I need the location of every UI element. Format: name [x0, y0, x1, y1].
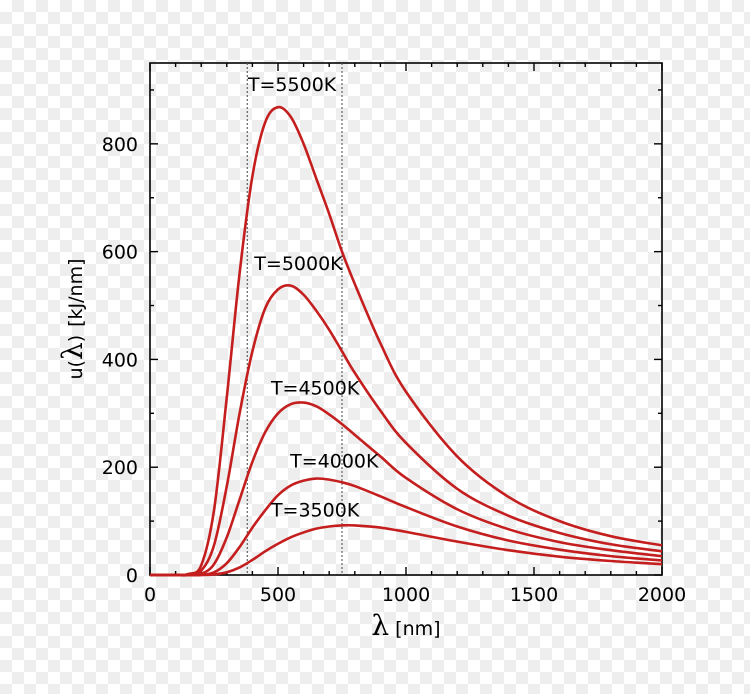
y-axis-symbol: λ — [56, 342, 89, 360]
y-axis-title: u(λ) [kJ/nm] — [56, 258, 89, 379]
x-tick-label: 1500 — [510, 584, 558, 606]
series-curves — [149, 105, 663, 577]
x-axis-symbol: λ — [371, 609, 389, 642]
y-axis-unit: [kJ/nm] — [65, 258, 87, 326]
curve-t-3500k — [150, 523, 663, 577]
curve-t-5500k — [149, 105, 663, 577]
x-tick-label: 0 — [144, 584, 156, 606]
curve-t-4500k — [150, 401, 663, 577]
y-tick-label: 800 — [102, 134, 138, 156]
y-axis-prefix: u( — [65, 360, 87, 379]
y-tick-label: 600 — [102, 242, 138, 264]
axis-ticks — [149, 63, 663, 576]
x-axis-title: λ [nm] — [371, 609, 440, 642]
curve-label: T=4500K — [270, 377, 360, 399]
y-tick-label: 0 — [126, 565, 138, 587]
y-tick-label: 400 — [102, 349, 138, 371]
x-tick-label: 2000 — [638, 584, 686, 606]
y-axis-suffix: ) — [65, 335, 87, 342]
tick-labels: 0 500 1000 1500 2000 0 200 400 600 800 — [102, 134, 686, 606]
curve-label: T=3500K — [270, 499, 360, 521]
curve-t-5000k — [150, 283, 663, 577]
y-tick-label: 200 — [102, 457, 138, 479]
plot-frame — [149, 62, 663, 576]
x-tick-label: 500 — [260, 584, 296, 606]
curve-t-4000k — [150, 477, 663, 577]
curve-label: T=5500K — [247, 74, 337, 96]
curve-label: T=4000K — [289, 451, 379, 473]
reference-lines — [246, 63, 343, 575]
series-labels: T=5500K T=5000K T=4500K T=4000K T=3500K — [247, 74, 379, 521]
x-tick-label: 1000 — [382, 584, 430, 606]
x-axis-unit: [nm] — [395, 618, 440, 640]
curve-label: T=5000K — [253, 253, 343, 275]
